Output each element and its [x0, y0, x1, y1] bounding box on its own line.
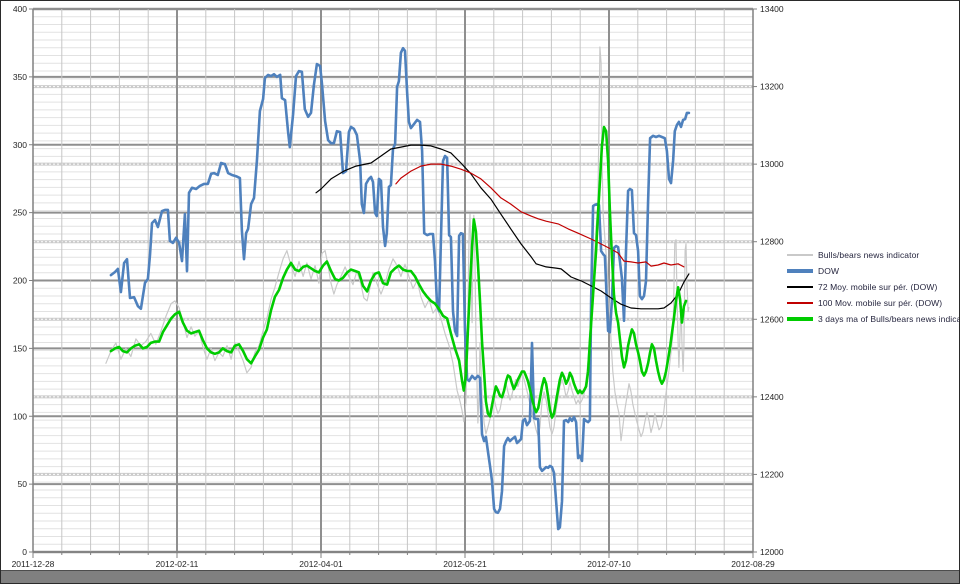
y-axis-right-labels: 12000 12200 12400 12600 12800 13000 13200 13400 — [760, 4, 784, 557]
window-bottom-bar — [1, 570, 959, 583]
svg-text:400: 400 — [13, 4, 27, 14]
svg-text:0: 0 — [22, 547, 27, 557]
svg-text:12000: 12000 — [760, 547, 784, 557]
legend-line-swatch-red — [787, 302, 813, 304]
svg-text:100: 100 — [13, 411, 27, 421]
legend-item-3day-ma: 3 days ma of Bulls/bears news indicator — [787, 311, 960, 327]
svg-text:250: 250 — [13, 208, 27, 218]
svg-text:300: 300 — [13, 140, 27, 150]
svg-text:2012-07-10: 2012-07-10 — [587, 559, 631, 569]
y-axis-left-labels: 0 50 100 150 200 250 300 350 400 — [13, 4, 27, 557]
series-bulls-bears-line — [105, 46, 690, 442]
gridlines-vertical — [61, 9, 725, 552]
svg-text:2012-08-29: 2012-08-29 — [731, 559, 775, 569]
legend-line-swatch-black — [787, 286, 813, 288]
series-100ma-line — [395, 163, 685, 268]
svg-text:2011-12-28: 2011-12-28 — [12, 559, 55, 569]
legend-label: 100 Mov. mobile sur pér. (DOW) — [818, 298, 943, 308]
svg-text:13200: 13200 — [760, 82, 784, 92]
svg-text:350: 350 — [13, 72, 27, 82]
axis-ticks — [29, 8, 757, 558]
x-axis-labels: 2011-12-28 2012-02-11 2012-04-01 2012-05-21… — [12, 559, 775, 569]
legend-label: DOW — [818, 266, 840, 276]
legend-line-swatch-blue — [787, 269, 813, 273]
svg-text:2012-05-21: 2012-05-21 — [443, 559, 487, 569]
series-72ma-line — [315, 144, 690, 310]
legend-line-swatch-green — [787, 317, 813, 321]
chart-legend: Bulls/bears news indicator DOW 72 Moy. m… — [787, 247, 960, 327]
legend-line-swatch-gray — [787, 254, 813, 256]
svg-text:12600: 12600 — [760, 314, 784, 324]
svg-text:2012-02-11: 2012-02-11 — [156, 559, 199, 569]
svg-text:12200: 12200 — [760, 469, 784, 479]
svg-text:2012-04-01: 2012-04-01 — [299, 559, 343, 569]
svg-text:13000: 13000 — [760, 159, 784, 169]
legend-label: 72 Moy. mobile sur pér. (DOW) — [818, 282, 938, 292]
legend-item-bulls-bears-indicator: Bulls/bears news indicator — [787, 247, 959, 263]
svg-text:150: 150 — [13, 343, 27, 353]
svg-text:200: 200 — [13, 276, 27, 286]
legend-label: Bulls/bears news indicator — [818, 250, 920, 260]
svg-text:12800: 12800 — [760, 237, 784, 247]
series-3day-ma-line — [109, 125, 688, 419]
svg-text:13400: 13400 — [760, 4, 784, 14]
legend-label: 3 days ma of Bulls/bears news indicator — [818, 314, 960, 324]
legend-item-100ma: 100 Mov. mobile sur pér. (DOW) — [787, 295, 959, 311]
svg-text:12400: 12400 — [760, 392, 784, 402]
legend-item-72ma: 72 Moy. mobile sur pér. (DOW) — [787, 279, 959, 295]
svg-text:50: 50 — [18, 479, 28, 489]
legend-item-dow: DOW — [787, 263, 959, 279]
